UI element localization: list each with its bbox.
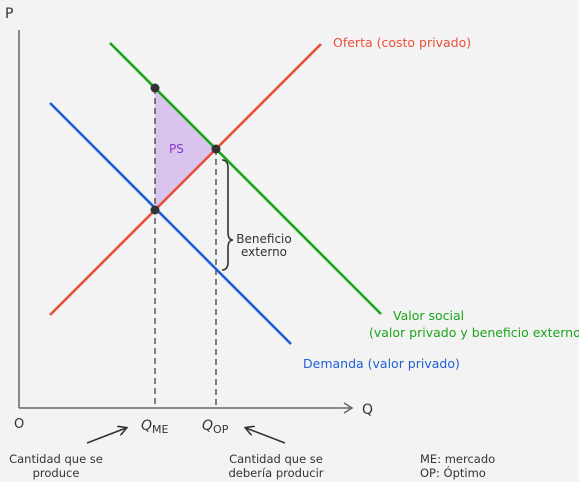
optimum-equilibrium-point (211, 144, 221, 154)
ps-label: PS (169, 142, 184, 156)
qme-subscript: ME (152, 423, 168, 436)
social-value-label-line1: Valor social (393, 308, 464, 323)
social-value-label-line2: (valor privado y beneficio externo) (369, 325, 579, 340)
social-value-point-at-qme (150, 83, 160, 93)
ps-area (155, 88, 216, 210)
legend-op: OP: Óptimo (420, 465, 486, 480)
y-axis-label: P (5, 6, 13, 22)
produced-arrow-icon (86, 428, 126, 444)
legend-me: ME: mercado (420, 452, 495, 466)
qme-label: QME (141, 418, 169, 436)
qop-subscript: OP (213, 423, 229, 436)
demand-label: Demanda (valor privado) (303, 356, 460, 371)
origin-label: O (14, 417, 24, 432)
qop-symbol: Q (202, 418, 213, 434)
qme-symbol: Q (141, 418, 152, 434)
supply-line (49, 43, 322, 316)
should-produce-note-line2: debería producir (228, 466, 323, 480)
social-value-line (109, 42, 382, 315)
external-benefit-label-line2: externo (241, 245, 287, 259)
x-axis-label: Q (362, 402, 373, 418)
should-produce-arrow-icon (246, 428, 286, 444)
qop-label: QOP (202, 418, 229, 436)
should-produce-note-line1: Cantidad que se (229, 452, 323, 466)
market-equilibrium-point (150, 205, 160, 215)
demand-line (49, 102, 292, 345)
produced-note-line1: Cantidad que se (9, 452, 103, 466)
supply-label: Oferta (costo privado) (333, 35, 471, 50)
x-axis-arrow-icon (343, 402, 354, 414)
produced-note-line2: produce (33, 466, 80, 480)
external-benefit-brace (221, 159, 234, 271)
external-benefit-label-line1: Beneficio (236, 232, 291, 246)
